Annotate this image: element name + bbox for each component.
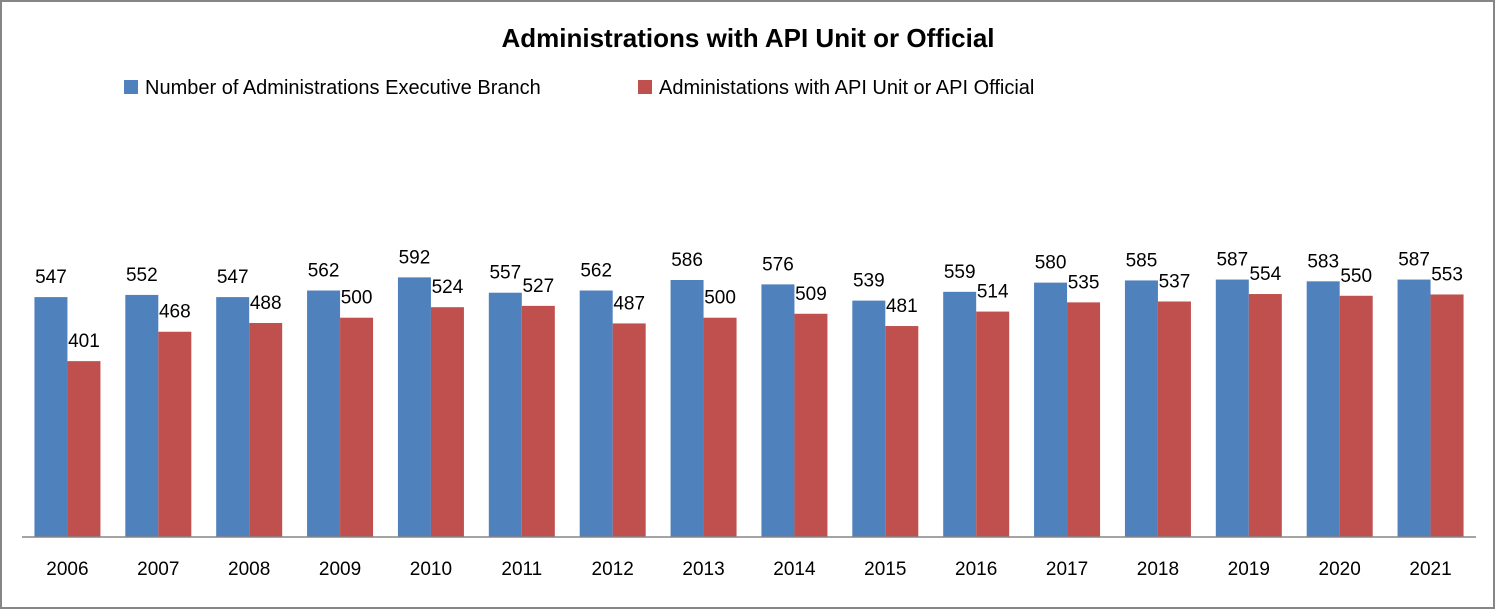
api-data-label-2011: 527 [522,276,554,297]
api-bar-2006 [67,361,101,537]
x-tick-label-2008: 2008 [228,559,270,580]
executive-data-label-2016: 559 [944,262,976,283]
api-bar-2015 [885,326,919,537]
x-tick-label-2010: 2010 [410,559,452,580]
api-data-label-2021: 553 [1431,264,1463,285]
x-tick-label-2009: 2009 [319,559,361,580]
x-tick-label-2020: 2020 [1319,559,1361,580]
x-tick-label-2013: 2013 [682,559,724,580]
x-tick-label-2016: 2016 [955,559,997,580]
executive-bar-2021 [1397,279,1431,537]
executive-bar-2015 [852,300,886,537]
x-tick-label-2017: 2017 [1046,559,1088,580]
executive-data-label-2015: 539 [853,271,885,292]
api-bar-2020 [1339,295,1373,537]
executive-data-label-2007: 552 [126,265,158,286]
x-tick-label-2007: 2007 [137,559,179,580]
x-tick-label-2019: 2019 [1228,559,1270,580]
executive-data-label-2009: 562 [308,261,340,282]
executive-data-label-2019: 587 [1216,250,1248,271]
executive-data-label-2020: 583 [1307,251,1339,272]
executive-bar-2017 [1034,282,1068,537]
executive-bar-2010 [397,277,431,537]
executive-bar-2007 [125,294,159,537]
executive-bar-2019 [1215,279,1249,537]
executive-data-label-2017: 580 [1035,253,1067,274]
executive-data-label-2021: 587 [1398,250,1430,271]
executive-data-label-2018: 585 [1126,250,1158,271]
executive-bar-2016 [943,291,977,537]
executive-bar-2008 [216,297,250,537]
legend-label-api: Administations with API Unit or API Offi… [659,77,1034,99]
executive-data-label-2006: 547 [35,267,67,288]
x-tick-label-2021: 2021 [1409,559,1451,580]
api-data-label-2020: 550 [1340,266,1372,287]
api-bar-2011 [521,305,555,537]
api-data-label-2017: 535 [1068,272,1100,293]
api-bar-2021 [1430,294,1464,537]
api-bar-2018 [1157,301,1191,537]
api-data-label-2018: 537 [1159,271,1191,292]
executive-bar-2020 [1306,281,1340,537]
api-data-label-2010: 524 [432,277,464,298]
api-bar-2016 [976,311,1010,537]
api-bar-2013 [703,317,737,537]
api-bar-2010 [430,307,464,537]
executive-bar-2018 [1124,280,1158,537]
executive-bar-2012 [579,290,613,537]
api-data-label-2007: 468 [159,302,191,323]
executive-bar-2006 [34,297,68,537]
api-bar-2014 [794,313,828,537]
executive-data-label-2011: 557 [489,263,521,284]
api-data-label-2008: 488 [250,293,282,314]
executive-bar-2009 [307,290,341,537]
x-tick-label-2011: 2011 [501,559,542,580]
api-data-label-2015: 481 [886,296,918,317]
x-tick-label-2015: 2015 [864,559,906,580]
api-data-label-2016: 514 [977,282,1009,303]
x-tick-label-2014: 2014 [773,559,816,580]
legend-swatch-blue [124,80,138,94]
chart-title: Administrations with API Unit or Officia… [501,23,994,53]
api-bar-2009 [340,317,374,537]
api-data-label-2014: 509 [795,284,827,305]
legend: Number of Administrations Executive Bran… [124,77,1034,99]
x-tick-label-2012: 2012 [592,559,634,580]
api-data-label-2006: 401 [68,331,100,352]
api-bar-2007 [158,331,192,537]
legend-label-executive: Number of Administrations Executive Bran… [145,77,541,99]
executive-data-label-2010: 592 [399,247,431,268]
api-data-label-2019: 554 [1249,264,1281,285]
api-data-label-2012: 487 [613,293,645,314]
api-data-label-2013: 500 [704,288,736,309]
api-data-label-2009: 500 [341,288,373,309]
legend-swatch-red [638,80,652,94]
executive-data-label-2012: 562 [580,261,612,282]
x-tick-label-2018: 2018 [1137,559,1179,580]
executive-data-label-2008: 547 [217,267,249,288]
executive-bar-2013 [670,279,704,537]
executive-data-label-2013: 586 [671,250,703,271]
api-bar-2012 [612,323,646,537]
api-bar-2008 [249,322,283,537]
api-bar-2017 [1067,302,1101,537]
executive-bar-2011 [488,292,522,537]
api-bar-2019 [1248,294,1282,537]
executive-data-label-2014: 576 [762,254,794,275]
executive-bar-2014 [761,284,795,537]
x-tick-label-2006: 2006 [46,559,88,580]
